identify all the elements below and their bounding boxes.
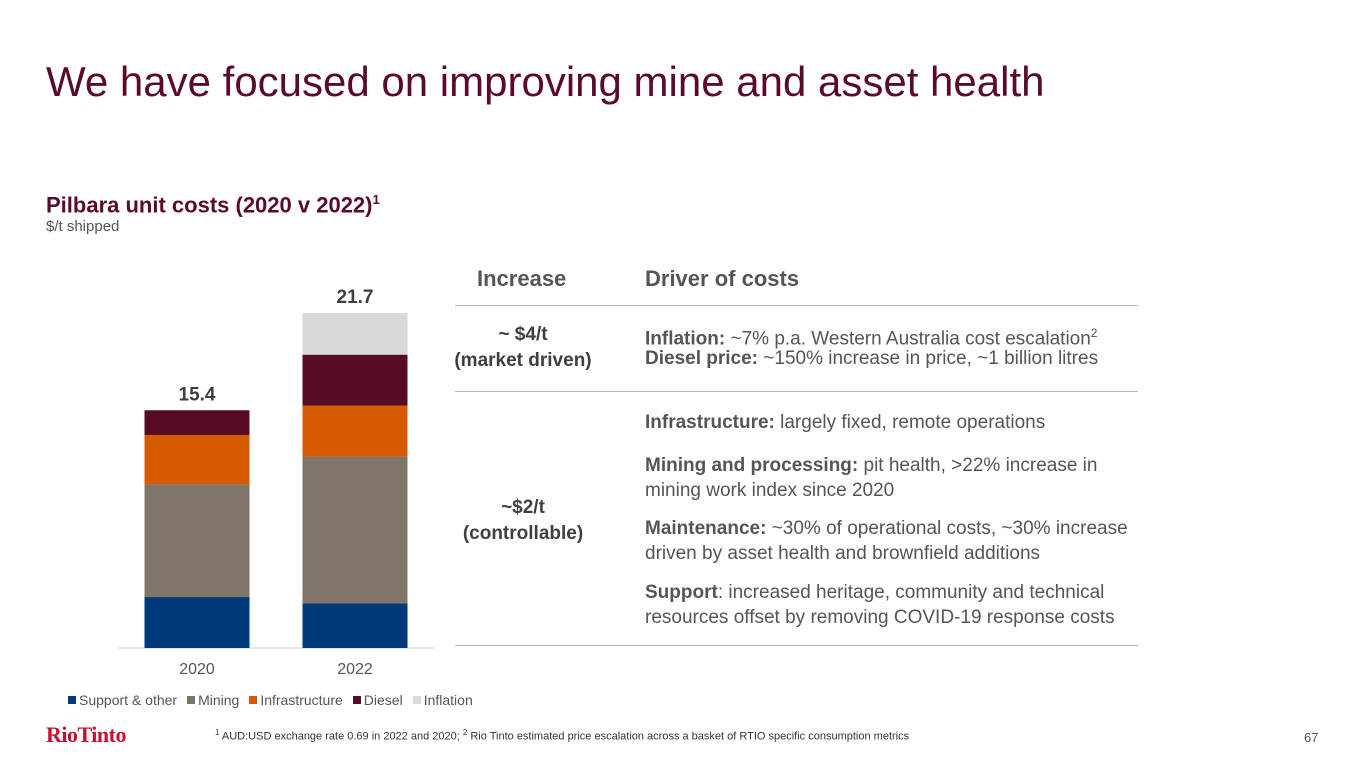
driver-mining-processing: Mining and processing: pit health, >22% … xyxy=(645,455,1098,501)
x-tick-label-2022: 2022 xyxy=(337,661,373,678)
bar-segment-support-other-2020 xyxy=(144,597,250,648)
legend-swatch xyxy=(187,696,196,704)
legend-item: Support & other xyxy=(68,692,177,708)
table-divider xyxy=(455,645,1138,646)
driver-infrastructure: Infrastructure: largely fixed, remote op… xyxy=(645,412,1046,433)
chart-title-footnote-marker: 1 xyxy=(372,192,380,207)
bar-segment-support-other-2022 xyxy=(302,603,408,648)
chart-legend: Support & other Mining Infrastructure Di… xyxy=(68,692,473,708)
increase-market-driven: ~ $4/t (market driven) xyxy=(454,324,592,371)
driver-support: Support: increased heritage, community a… xyxy=(645,582,1115,628)
bar-segment-diesel-2020 xyxy=(144,410,250,435)
bar-segment-infrastructure-2022 xyxy=(302,405,408,457)
bar-total-label-2022: 21.7 xyxy=(337,287,374,308)
page-number: 67 xyxy=(1304,730,1319,745)
footnote: 1 AUD:USD exchange rate 0.69 in 2022 and… xyxy=(215,728,910,743)
table-header-driver: Driver of costs xyxy=(645,266,800,291)
x-tick-label-2020: 2020 xyxy=(179,661,215,678)
bar-segment-infrastructure-2020 xyxy=(144,434,250,485)
chart-subtitle: $/t shipped xyxy=(46,218,120,235)
driver-inflation: Inflation: ~7% p.a. Western Australia co… xyxy=(645,326,1098,350)
legend-swatch xyxy=(249,696,258,704)
stacked-bar-chart: 15.4 2020 21.7 2022 xyxy=(118,287,435,678)
driver-diesel-price: Diesel price: ~150% increase in price, ~… xyxy=(645,348,1099,369)
bar-segment-inflation-2022 xyxy=(302,313,408,355)
page-title: We have focused on improving mine and as… xyxy=(46,58,1045,105)
legend-swatch xyxy=(412,696,421,704)
legend-item: Diesel xyxy=(352,692,403,708)
bar-segment-mining-2020 xyxy=(144,484,250,598)
table-divider xyxy=(455,305,1138,306)
legend-swatch xyxy=(68,696,76,704)
table-header-increase: Increase xyxy=(477,266,567,291)
increase-controllable: ~$2/t (controllable) xyxy=(462,497,584,544)
rio-tinto-logo: RioTinto xyxy=(46,722,126,747)
bar-segment-diesel-2022 xyxy=(302,354,408,406)
bar-total-label-2020: 15.4 xyxy=(179,384,216,405)
bar-segment-mining-2022 xyxy=(302,456,408,604)
driver-maintenance: Maintenance: ~30% of operational costs, … xyxy=(645,518,1128,564)
chart-title: Pilbara unit costs (2020 v 2022)1 xyxy=(46,192,380,218)
table-divider xyxy=(455,391,1138,392)
legend-item: Infrastructure xyxy=(249,692,343,708)
legend-swatch xyxy=(352,696,361,704)
legend-item: Inflation xyxy=(412,692,473,708)
legend-item: Mining xyxy=(187,692,239,708)
